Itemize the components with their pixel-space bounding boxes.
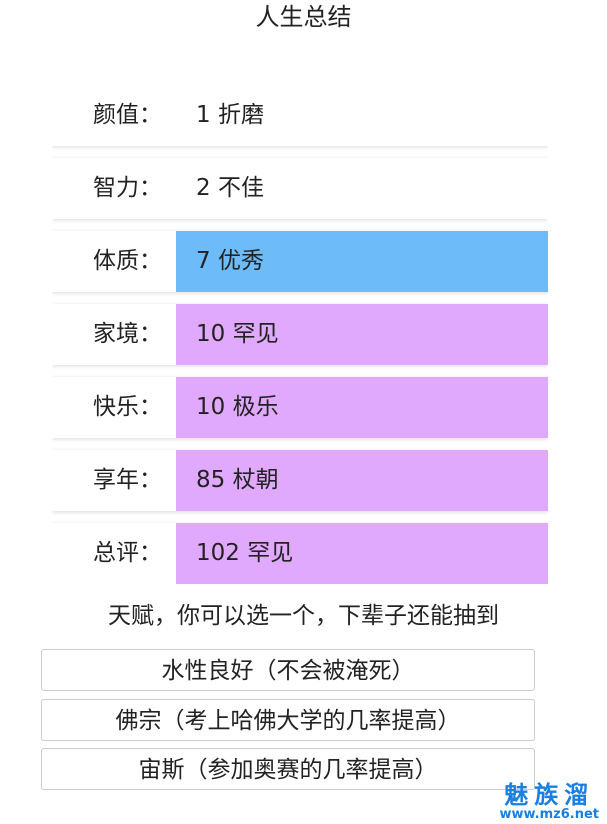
stat-value: 7 优秀 (176, 231, 548, 292)
watermark-name: 魅族溜 (504, 781, 595, 809)
stat-row-constitution: 体质： 7 优秀 (52, 231, 548, 292)
talent-hint: 天赋，你可以选一个，下辈子还能抽到 (108, 603, 499, 629)
stat-row-family: 家境： 10 罕见 (52, 304, 548, 365)
stat-label: 智力： (93, 175, 162, 201)
talent-button-3[interactable]: 宙斯（参加奥赛的几率提高） (41, 748, 535, 790)
stat-label: 享年： (93, 467, 162, 493)
stat-value: 2 不佳 (176, 158, 548, 219)
stat-value: 85 杖朝 (176, 450, 548, 511)
stat-label: 快乐： (93, 394, 162, 420)
watermark-url: www.mz6.net (499, 807, 599, 822)
watermark-logo: 魅族溜 www.mz6.net (499, 782, 599, 822)
page-title: 人生总结 (255, 3, 352, 31)
talent-button-2[interactable]: 佛宗（考上哈佛大学的几率提高） (41, 699, 535, 741)
stats-list: 颜值： 1 折磨 智力： 2 不佳 体质： 7 优秀 家境： 10 罕见 快乐： 10 极… (52, 85, 548, 584)
stat-row-lifespan: 享年： 85 杖朝 (52, 450, 548, 511)
talent-button-1[interactable]: 水性良好（不会被淹死） (41, 649, 535, 691)
stat-row-overall: 总评： 102 罕见 (52, 523, 548, 584)
stat-value: 10 罕见 (176, 304, 548, 365)
stat-value: 1 折磨 (176, 85, 548, 146)
stat-row-appearance: 颜值： 1 折磨 (52, 85, 548, 146)
stat-label: 颜值： (93, 102, 162, 128)
stat-value: 10 极乐 (176, 377, 548, 438)
stat-value: 102 罕见 (176, 523, 548, 584)
stat-label: 家境： (93, 321, 162, 347)
stat-row-intelligence: 智力： 2 不佳 (52, 158, 548, 219)
stat-label: 总评： (93, 540, 162, 566)
stat-row-happiness: 快乐： 10 极乐 (52, 377, 548, 438)
stat-label: 体质： (93, 248, 162, 274)
